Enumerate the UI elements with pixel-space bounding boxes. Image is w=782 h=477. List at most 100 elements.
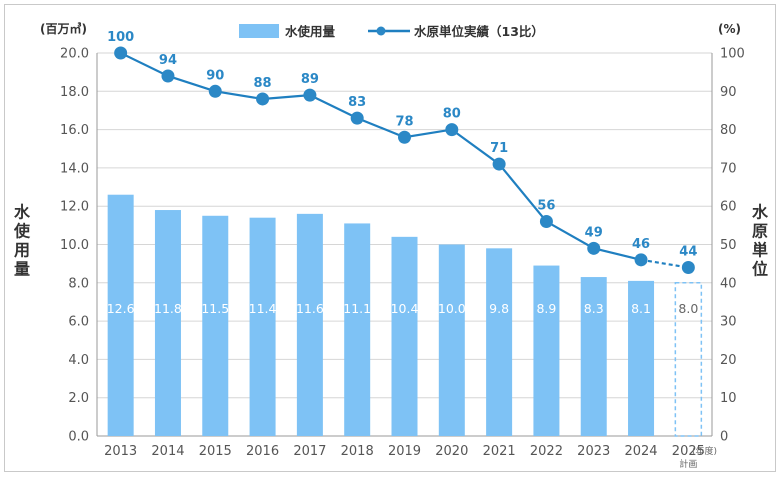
- left-tick-label: 12.0: [60, 200, 89, 215]
- legend-bar-label: 水使用量: [285, 24, 336, 39]
- line-point: [303, 88, 317, 102]
- legend-bar-swatch: [239, 24, 279, 38]
- bar-value-label: 12.6: [107, 301, 135, 316]
- line-series-plan-path: [640, 258, 689, 269]
- left-tick-label: 2.0: [68, 391, 89, 406]
- line-point: [350, 111, 364, 125]
- right-tick-label: 90: [720, 85, 737, 100]
- line-point: [398, 130, 411, 144]
- grid-lines: [97, 52, 712, 437]
- bar: [533, 265, 560, 436]
- right-tick-label: 60: [720, 200, 737, 215]
- right-tick-label: 40: [720, 276, 737, 291]
- bar: [391, 236, 418, 436]
- line-point: [445, 123, 459, 137]
- line-value-label: 88: [254, 76, 272, 91]
- left-tick-label: 10.0: [60, 238, 89, 253]
- right-tick-label: 70: [720, 161, 737, 176]
- left-tick-label: 8.0: [68, 276, 89, 291]
- bar-value-label: 8.0: [678, 301, 698, 316]
- bar-value-label: 9.8: [489, 301, 509, 316]
- right-tick-label: 10: [720, 391, 737, 406]
- left-tick-label: 14.0: [60, 161, 89, 176]
- line-point: [634, 253, 648, 267]
- left-tick-label: 18.0: [60, 85, 89, 100]
- x-tick-label: 2016: [246, 444, 279, 459]
- line-value-label: 44: [679, 244, 697, 259]
- bar: [438, 244, 465, 436]
- line-value-label: 83: [348, 95, 366, 110]
- bar-value-label: 8.3: [584, 301, 604, 316]
- bar: [296, 213, 323, 436]
- left-tick-label: 4.0: [68, 353, 89, 368]
- line-point: [587, 241, 601, 255]
- bar: [154, 210, 181, 436]
- line-point: [161, 69, 175, 83]
- line-value-label: 89: [301, 72, 319, 87]
- x-axis-unit: (年度): [692, 445, 717, 457]
- x-tick-label: 2020: [435, 444, 468, 459]
- right-tick-label: 50: [720, 238, 737, 253]
- bar-value-label: 11.8: [154, 301, 182, 316]
- legend-line-marker: [376, 26, 386, 36]
- x-tick-label: 2018: [341, 444, 374, 459]
- line-value-label: 49: [585, 225, 603, 240]
- plan-label: 計画: [679, 458, 697, 470]
- line-point: [539, 215, 553, 229]
- line-point: [114, 46, 128, 60]
- bar-value-label: 11.4: [249, 301, 277, 316]
- bar-value-label: 10.0: [438, 301, 466, 316]
- x-tick-label: 2015: [199, 444, 232, 459]
- right-tick-label: 0: [720, 430, 728, 445]
- x-tick-label: 2017: [293, 444, 326, 459]
- bar-value-label: 10.4: [391, 301, 419, 316]
- left-axis-unit: (百万㎥): [40, 21, 87, 36]
- x-tick-label: 2021: [483, 444, 516, 459]
- right-tick-label: 20: [720, 353, 737, 368]
- left-tick-label: 0.0: [68, 430, 89, 445]
- right-tick-label: 100: [720, 47, 745, 62]
- bar-value-label: 11.5: [201, 301, 229, 316]
- bar: [486, 248, 513, 436]
- line-value-label: 94: [159, 53, 177, 68]
- axes: 0.0 2.0 4.0 6.0 8.0 10.0 12.0 14.0 16.0 18.0 20.0 0…: [60, 47, 745, 471]
- line-value-label: 90: [206, 68, 224, 83]
- left-tick-label: 20.0: [60, 47, 89, 62]
- x-tick-label: 2013: [104, 444, 137, 459]
- x-tick-label: 2024: [624, 444, 657, 459]
- line-point: [256, 92, 270, 106]
- bar: [107, 194, 134, 436]
- bar-value-label: 8.9: [536, 301, 556, 316]
- line-point: [208, 84, 222, 98]
- right-axis-unit: (%): [718, 22, 741, 36]
- line-series-path: [120, 52, 642, 261]
- bar: [249, 217, 276, 436]
- right-tick-label: 80: [720, 123, 737, 138]
- line-value-label: 100: [107, 30, 134, 45]
- right-axis-title: 水原単位: [752, 203, 769, 279]
- legend-line-label: 水原単位実績（13比）: [414, 24, 544, 39]
- line-value-label: 46: [632, 237, 650, 252]
- left-axis-title: 水使用量: [13, 203, 31, 279]
- line-series: 100 94 90 88 89 83 78 80 71 56 49 46 44: [107, 30, 697, 274]
- right-tick-label: 30: [720, 315, 737, 330]
- bar-value-label: 11.6: [296, 301, 324, 316]
- bar-series: 12.6 11.8 11.5 11.4 11.6 11.1 10.4 10.0 9.8 8.9 8.…: [107, 194, 703, 437]
- bar-value-label: 11.1: [343, 301, 371, 316]
- bar-value-label: 8.1: [631, 301, 651, 316]
- left-tick-label: 6.0: [68, 315, 89, 330]
- line-point: [492, 157, 506, 171]
- line-value-label: 71: [490, 141, 508, 156]
- line-value-label: 80: [443, 107, 461, 122]
- bar: [628, 280, 655, 436]
- x-tick-label: 2022: [530, 444, 563, 459]
- bar: [580, 277, 607, 436]
- x-tick-label: 2025: [672, 444, 705, 459]
- x-tick-label: 2014: [151, 444, 184, 459]
- left-tick-label: 16.0: [60, 123, 89, 138]
- bar: [202, 215, 229, 436]
- legend: 水使用量 水原単位実績（13比）: [239, 24, 544, 39]
- line-value-label: 78: [395, 114, 413, 129]
- x-tick-label: 2023: [577, 444, 610, 459]
